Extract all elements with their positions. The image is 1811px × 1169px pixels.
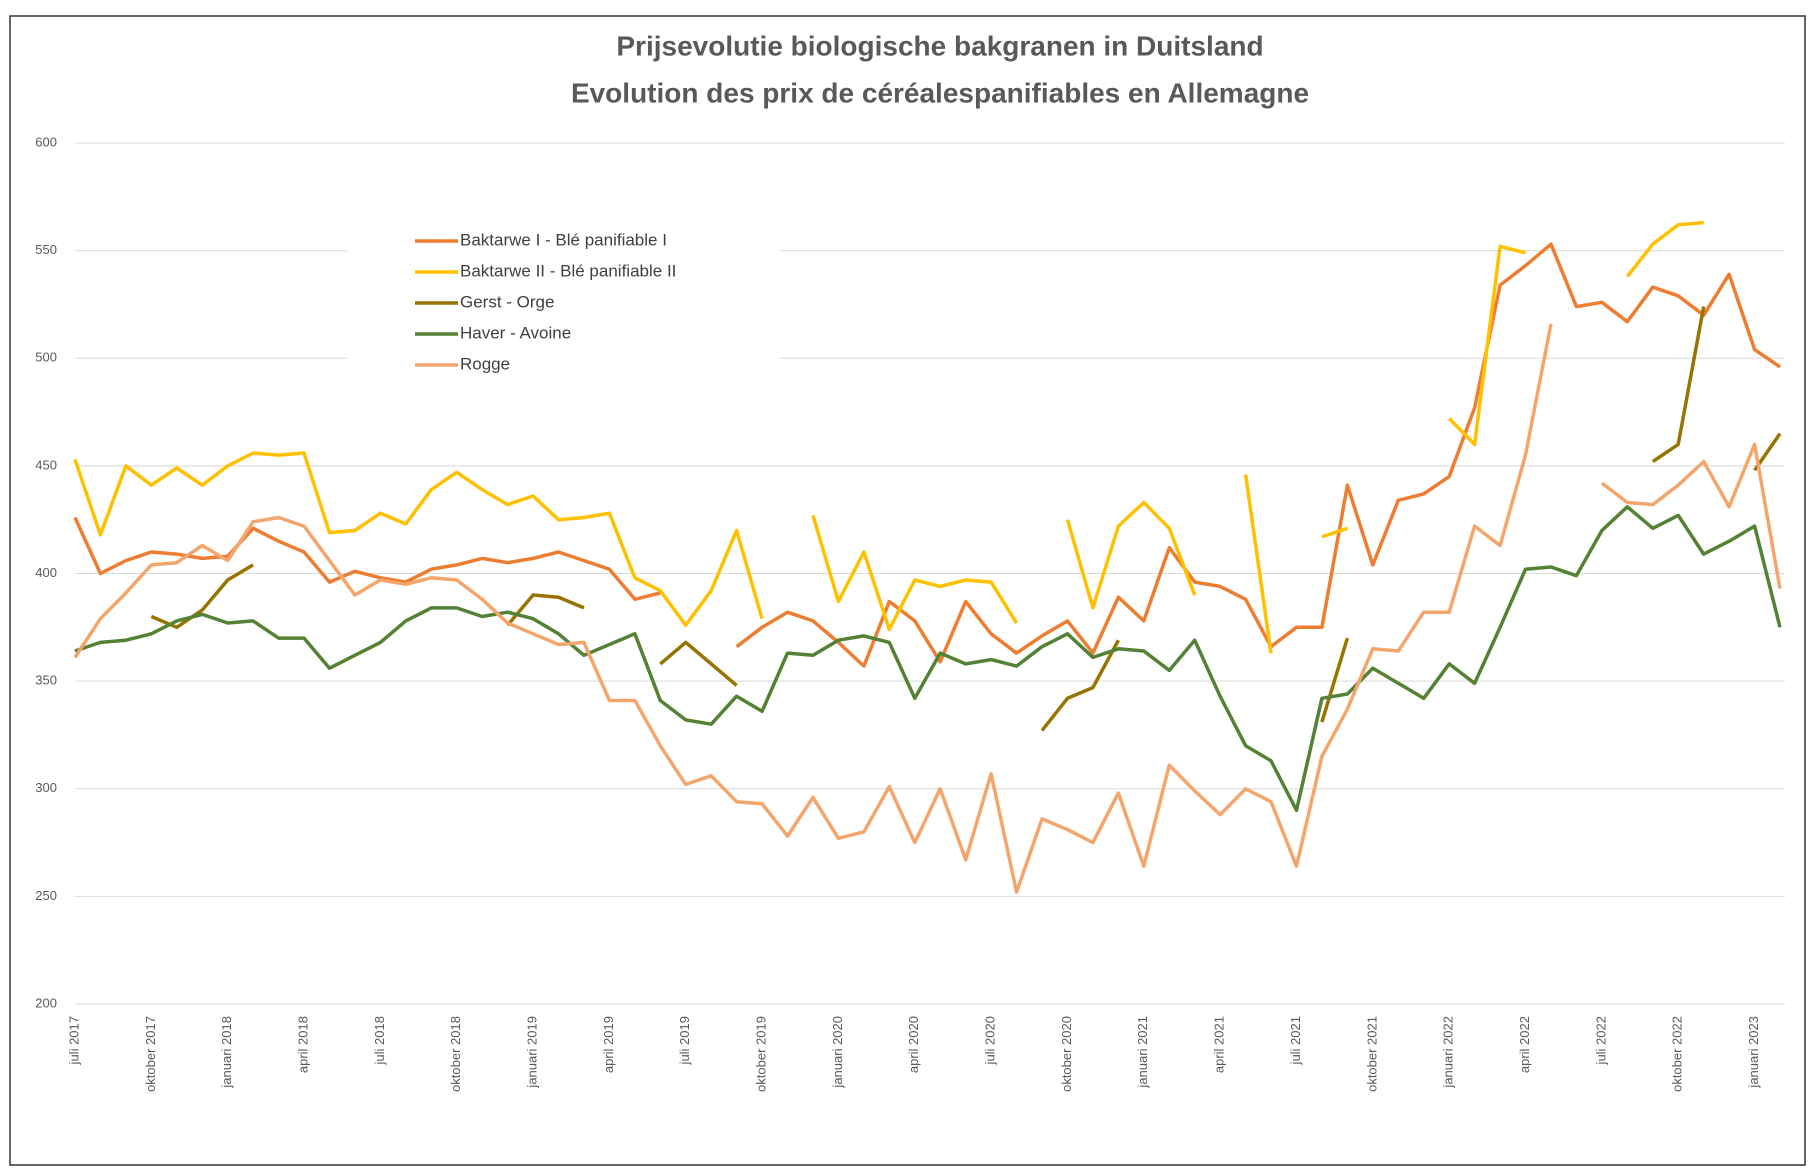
x-tick-label: oktober 2017 bbox=[143, 1016, 158, 1092]
series-line bbox=[73, 220, 1704, 654]
series-line bbox=[73, 323, 1782, 894]
x-tick-label: juli 2020 bbox=[983, 1016, 998, 1065]
x-tick-label: juli 2019 bbox=[677, 1016, 692, 1065]
x-tick-label: april 2018 bbox=[295, 1016, 310, 1073]
x-tick-label: januari 2019 bbox=[524, 1016, 539, 1089]
legend-label: Baktarwe II - Blé panifiable II bbox=[460, 261, 676, 280]
x-tick-label: januari 2023 bbox=[1746, 1016, 1761, 1089]
y-tick-label: 600 bbox=[35, 134, 57, 149]
x-tick-label: juli 2022 bbox=[1593, 1016, 1608, 1065]
legend-label: Rogge bbox=[460, 354, 510, 373]
y-tick-label: 550 bbox=[35, 242, 57, 257]
y-tick-label: 250 bbox=[35, 888, 57, 903]
legend-label: Haver - Avoine bbox=[460, 323, 571, 342]
x-tick-label: oktober 2019 bbox=[754, 1016, 769, 1092]
chart-title: Prijsevolutie biologische bakgranen in D… bbox=[616, 30, 1263, 61]
series-line bbox=[150, 306, 1782, 732]
legend-label: Gerst - Orge bbox=[460, 292, 554, 311]
x-tick-label: april 2021 bbox=[1212, 1016, 1227, 1073]
x-tick-label: oktober 2021 bbox=[1364, 1016, 1379, 1092]
chart-subtitle: Evolution des prix de céréalespanifiable… bbox=[571, 77, 1309, 108]
x-tick-label: oktober 2022 bbox=[1670, 1016, 1685, 1092]
x-tick-label: oktober 2018 bbox=[448, 1016, 463, 1092]
x-tick-label: april 2020 bbox=[906, 1016, 921, 1073]
x-tick-label: januari 2021 bbox=[1135, 1016, 1150, 1089]
x-tick-label: oktober 2020 bbox=[1059, 1016, 1074, 1092]
y-tick-label: 450 bbox=[35, 457, 57, 472]
x-tick-label: januari 2018 bbox=[219, 1016, 234, 1089]
y-tick-label: 400 bbox=[35, 565, 57, 580]
chart-frame bbox=[9, 15, 1806, 1166]
y-tick-label: 500 bbox=[35, 350, 57, 365]
x-tick-label: januari 2022 bbox=[1441, 1016, 1456, 1089]
x-tick-label: juli 2018 bbox=[372, 1016, 387, 1065]
series-line bbox=[74, 505, 1782, 813]
x-tick-label: juli 2021 bbox=[1288, 1016, 1303, 1065]
y-tick-label: 200 bbox=[35, 995, 57, 1010]
y-tick-label: 300 bbox=[35, 780, 57, 795]
x-tick-label: april 2019 bbox=[601, 1016, 616, 1073]
y-tick-label: 350 bbox=[35, 673, 57, 688]
series-line bbox=[73, 242, 1781, 668]
legend-label: Baktarwe I - Blé panifiable I bbox=[460, 230, 667, 249]
x-tick-label: juli 2017 bbox=[66, 1016, 81, 1065]
x-tick-label: april 2022 bbox=[1517, 1016, 1532, 1073]
x-tick-label: januari 2020 bbox=[830, 1016, 845, 1089]
